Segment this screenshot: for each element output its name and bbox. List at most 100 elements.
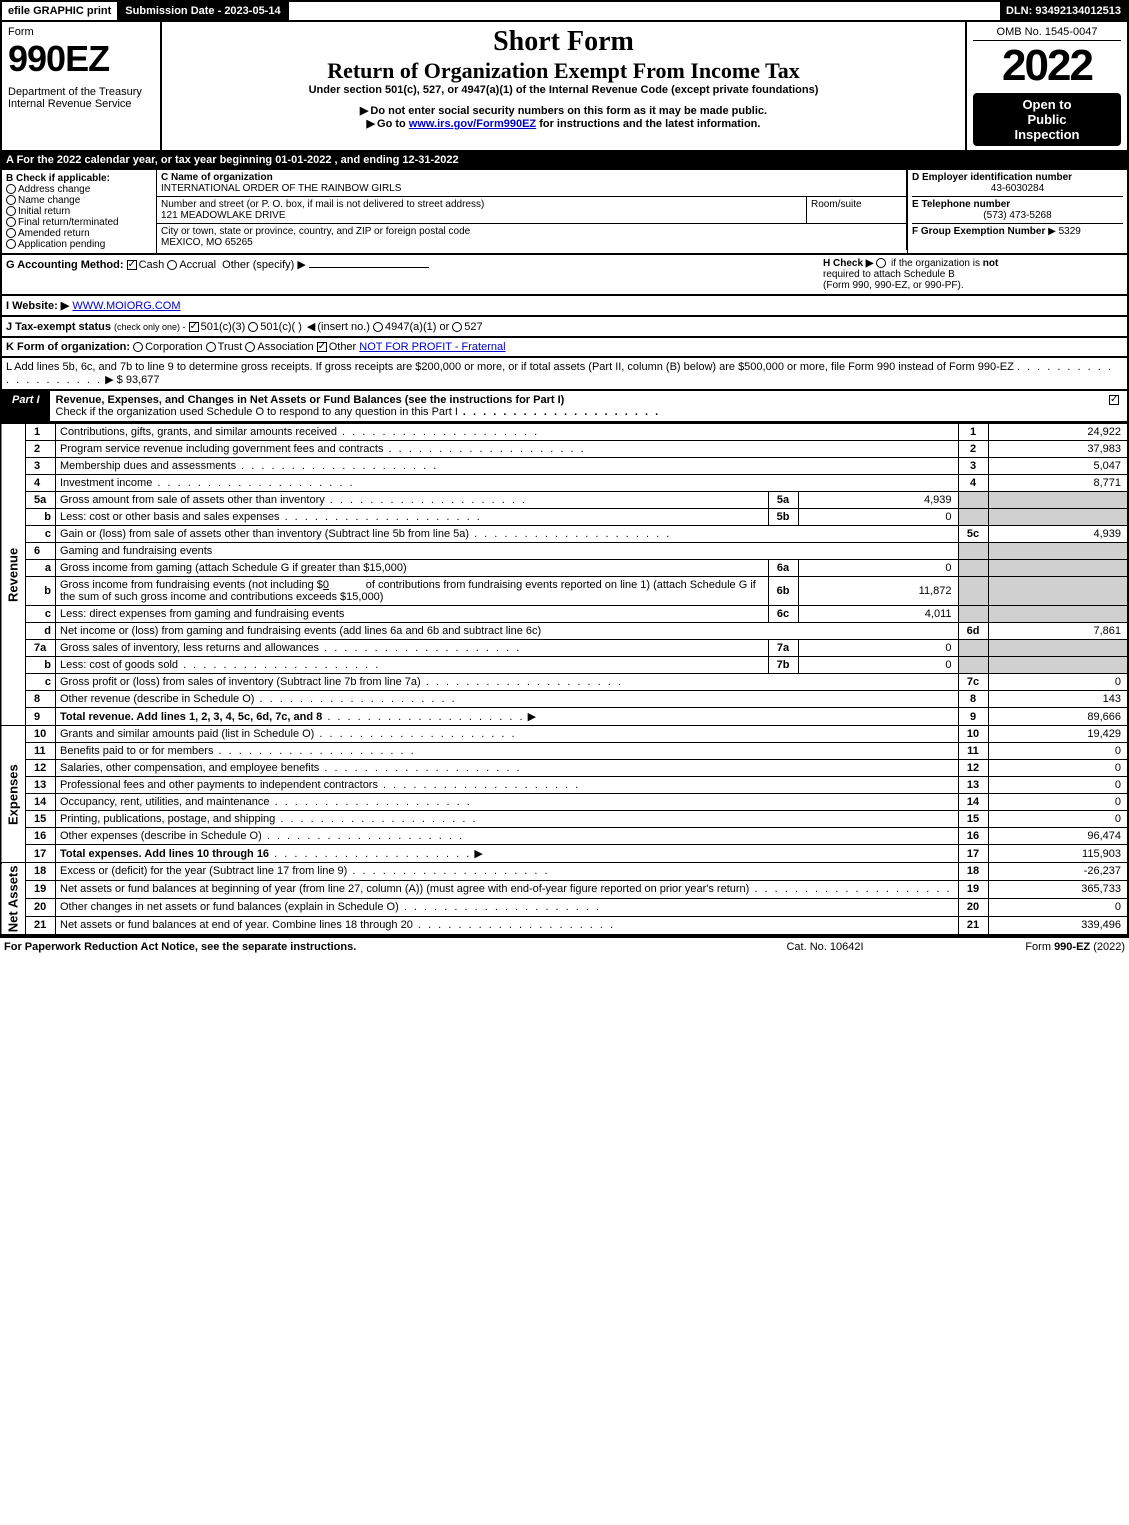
b-name-change[interactable]: Name change: [6, 195, 152, 206]
j-501c3-checkbox[interactable]: [189, 322, 199, 332]
goto-link[interactable]: www.irs.gov/Form990EZ: [409, 118, 536, 130]
b-initial-return[interactable]: Initial return: [6, 206, 152, 217]
header-right: OMB No. 1545-0047 2022 Open to Public In…: [967, 22, 1127, 150]
part-1-title: Revenue, Expenses, and Changes in Net As…: [50, 391, 1103, 421]
b-address-change[interactable]: Address change: [6, 184, 152, 195]
k-assoc-radio[interactable]: [245, 342, 255, 352]
line-7c: cGross profit or (loss) from sales of in…: [1, 674, 1128, 691]
website-link[interactable]: WWW.MOIORG.COM: [72, 300, 180, 312]
under-section: Under section 501(c), 527, or 4947(a)(1)…: [166, 84, 961, 96]
form-word: Form: [8, 26, 154, 38]
line-10: Expenses 10Grants and similar amounts pa…: [1, 726, 1128, 743]
lines-table: Revenue 1Contributions, gifts, grants, a…: [0, 423, 1129, 936]
row-gh: G Accounting Method: Cash Accrual Other …: [0, 255, 1129, 296]
b-application-pending[interactable]: Application pending: [6, 239, 152, 250]
org-city: MEXICO, MO 65265: [161, 237, 902, 248]
header-left: Form 990EZ Department of the Treasury In…: [2, 22, 162, 150]
form-ref: Form 990-EZ (2022): [925, 941, 1125, 953]
line-18: Net Assets 18Excess or (deficit) for the…: [1, 863, 1128, 881]
line-16: 16Other expenses (describe in Schedule O…: [1, 828, 1128, 845]
header-center: Short Form Return of Organization Exempt…: [162, 22, 967, 150]
line-6d: dNet income or (loss) from gaming and fu…: [1, 623, 1128, 640]
org-street: 121 MEADOWLAKE DRIVE: [161, 210, 802, 221]
efile-print[interactable]: efile GRAPHIC print: [2, 2, 119, 20]
row-k-form-org: K Form of organization: Corporation Trus…: [0, 338, 1129, 358]
k-trust-radio[interactable]: [206, 342, 216, 352]
line-6c: cLess: direct expenses from gaming and f…: [1, 606, 1128, 623]
dln: DLN: 93492134012513: [1000, 2, 1127, 20]
row-i-website: I Website: ▶ WWW.MOIORG.COM: [0, 296, 1129, 317]
line-2: 2Program service revenue including gover…: [1, 441, 1128, 458]
column-def: D Employer identification number 43-6030…: [907, 170, 1127, 253]
line-8: 8Other revenue (describe in Schedule O)8…: [1, 691, 1128, 708]
line-9: 9Total revenue. Add lines 1, 2, 3, 4, 5c…: [1, 708, 1128, 726]
line-6b: bGross income from fundraising events (n…: [1, 577, 1128, 606]
column-b: B Check if applicable: Address change Na…: [2, 170, 157, 253]
c-name-label: C Name of organization: [161, 172, 902, 183]
room-suite-label: Room/suite: [807, 197, 907, 224]
line-3: 3Membership dues and assessments35,047: [1, 458, 1128, 475]
expenses-vlabel: Expenses: [1, 726, 26, 863]
line-21: 21Net assets or fund balances at end of …: [1, 916, 1128, 934]
line-7a: 7aGross sales of inventory, less returns…: [1, 640, 1128, 657]
paperwork-notice: For Paperwork Reduction Act Notice, see …: [4, 941, 725, 953]
omb-number: OMB No. 1545-0047: [973, 26, 1121, 41]
netassets-vlabel: Net Assets: [1, 863, 26, 935]
irs: Internal Revenue Service: [8, 98, 154, 110]
h-checkbox[interactable]: [876, 258, 886, 268]
k-other-text[interactable]: NOT FOR PROFIT - Fraternal: [359, 341, 505, 353]
form-header: Form 990EZ Department of the Treasury In…: [0, 22, 1129, 152]
line-20: 20Other changes in net assets or fund ba…: [1, 898, 1128, 916]
part-1-checkbox[interactable]: [1103, 391, 1127, 421]
j-527-radio[interactable]: [452, 322, 462, 332]
submission-date: Submission Date - 2023-05-14: [119, 2, 288, 20]
phone: (573) 473-5268: [912, 210, 1123, 221]
c-street-label: Number and street (or P. O. box, if mail…: [161, 199, 802, 210]
e-label: E Telephone number: [912, 196, 1123, 210]
line-6: 6Gaming and fundraising events: [1, 543, 1128, 560]
accrual-radio[interactable]: [167, 260, 177, 270]
d-label: D Employer identification number: [912, 172, 1123, 183]
line-12: 12Salaries, other compensation, and empl…: [1, 760, 1128, 777]
h-schedule-b: H Check ▶ if the organization is not req…: [823, 258, 1123, 291]
revenue-vlabel: Revenue: [1, 424, 26, 726]
page-footer: For Paperwork Reduction Act Notice, see …: [0, 936, 1129, 956]
line-4: 4Investment income48,771: [1, 475, 1128, 492]
b-amended-return[interactable]: Amended return: [6, 228, 152, 239]
row-a-tax-year: A For the 2022 calendar year, or tax yea…: [0, 152, 1129, 170]
j-4947-radio[interactable]: [373, 322, 383, 332]
form-name: 990EZ: [8, 38, 154, 80]
dept-treasury: Department of the Treasury: [8, 86, 154, 98]
gross-receipts-value: $ 93,677: [117, 374, 160, 386]
ssn-note: Do not enter social security numbers on …: [166, 104, 961, 117]
f-row: F Group Exemption Number ▶ 5329: [912, 223, 1123, 237]
open-to-public: Open to Public Inspection: [973, 93, 1121, 146]
k-corp-radio[interactable]: [133, 342, 143, 352]
c-city-label: City or town, state or province, country…: [161, 226, 902, 237]
cash-checkbox[interactable]: [127, 260, 137, 270]
org-name: INTERNATIONAL ORDER OF THE RAINBOW GIRLS: [161, 183, 902, 194]
line-5c: cGain or (loss) from sale of assets othe…: [1, 526, 1128, 543]
line-7b: bLess: cost of goods sold7b0: [1, 657, 1128, 674]
ein: 43-6030284: [912, 183, 1123, 194]
part-1-header: Part I Revenue, Expenses, and Changes in…: [0, 391, 1129, 423]
line-1-amount: 24,922: [988, 424, 1128, 441]
tax-year: 2022: [973, 41, 1121, 91]
line-1: Revenue 1Contributions, gifts, grants, a…: [1, 424, 1128, 441]
g-accounting: G Accounting Method: Cash Accrual Other …: [6, 258, 823, 291]
goto-line: Go to www.irs.gov/Form990EZ for instruct…: [166, 117, 961, 130]
top-bar: efile GRAPHIC print Submission Date - 20…: [0, 0, 1129, 22]
row-l-gross-receipts: L Add lines 5b, 6c, and 7b to line 9 to …: [0, 358, 1129, 391]
line-5a: 5aGross amount from sale of assets other…: [1, 492, 1128, 509]
j-501c-radio[interactable]: [248, 322, 258, 332]
row-j-tax-exempt: J Tax-exempt status (check only one) - 5…: [0, 317, 1129, 338]
column-c: C Name of organization INTERNATIONAL ORD…: [157, 170, 907, 253]
line-19: 19Net assets or fund balances at beginni…: [1, 880, 1128, 898]
line-13: 13Professional fees and other payments t…: [1, 777, 1128, 794]
b-final-return[interactable]: Final return/terminated: [6, 217, 152, 228]
short-form-title: Short Form: [166, 26, 961, 58]
line-14: 14Occupancy, rent, utilities, and mainte…: [1, 794, 1128, 811]
return-title: Return of Organization Exempt From Incom…: [166, 58, 961, 84]
k-other-checkbox[interactable]: [317, 342, 327, 352]
b-label: B Check if applicable:: [6, 173, 152, 184]
